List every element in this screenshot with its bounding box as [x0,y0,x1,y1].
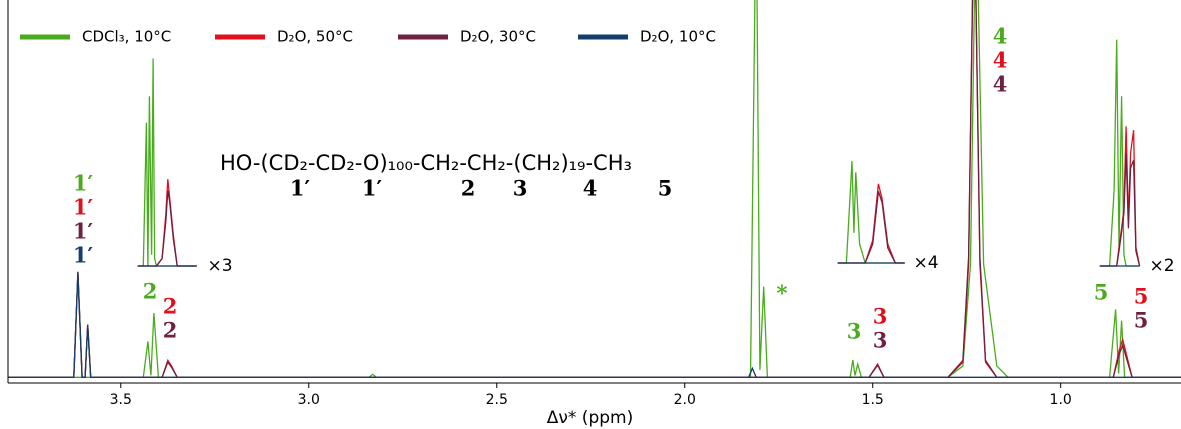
peak-label: * [777,281,788,306]
x-tick-label: 1.5 [862,392,884,408]
peak-label: 2 [163,294,178,319]
legend-label: D₂O, 10°C [640,28,716,46]
peak-label: 5 [1094,280,1109,305]
formula-label: 3 [513,176,528,201]
peak-label: 3 [873,304,888,329]
peak-label: 5 [1134,308,1149,333]
formula-label: 5 [658,176,673,201]
peak-label: 3 [847,319,862,344]
peak-label: 2 [163,318,178,343]
peak-label: 3 [873,328,888,353]
formula-label: 2 [461,176,476,201]
inset-line [837,183,905,264]
peak-label: 4 [993,72,1008,97]
peak-label: 4 [993,48,1008,73]
peak-label: 1′ [73,195,94,220]
legend-label: D₂O, 30°C [460,28,536,46]
x-tick-label: 1.0 [1050,392,1072,408]
inset-label: ×2 [1149,256,1174,276]
peak-label: 1′ [73,219,94,244]
formula-label: 1′ [362,176,383,201]
inset-label: ×3 [207,256,232,276]
peak-label: 1′ [73,171,94,196]
legend-label: CDCl₃, 10°C [82,28,171,46]
legend-label: D₂O, 50°C [277,28,353,46]
formula-label: 4 [583,176,598,201]
plot-area [8,0,1181,378]
spectrum-line [8,272,1181,378]
formula-label: 1′ [290,176,311,201]
peak-label: 4 [993,24,1008,49]
inset-line [137,58,197,267]
peak-label: 2 [143,279,158,304]
x-axis-label: Δν* (ppm) [547,408,633,428]
peak-label: 1′ [73,243,94,268]
x-tick-label: 2.0 [674,392,696,408]
inset-label: ×4 [913,253,938,273]
x-tick-label: 3.5 [110,392,132,408]
formula: HO-(CD₂-CD₂-O)₁₀₀-CH₂-CH₂-(CH₂)₁₉-CH₃ [220,151,632,175]
inset-line [137,190,197,267]
x-tick-label: 3.0 [298,392,320,408]
peak-label: 5 [1134,284,1149,309]
x-tick-label: 2.5 [486,392,508,408]
